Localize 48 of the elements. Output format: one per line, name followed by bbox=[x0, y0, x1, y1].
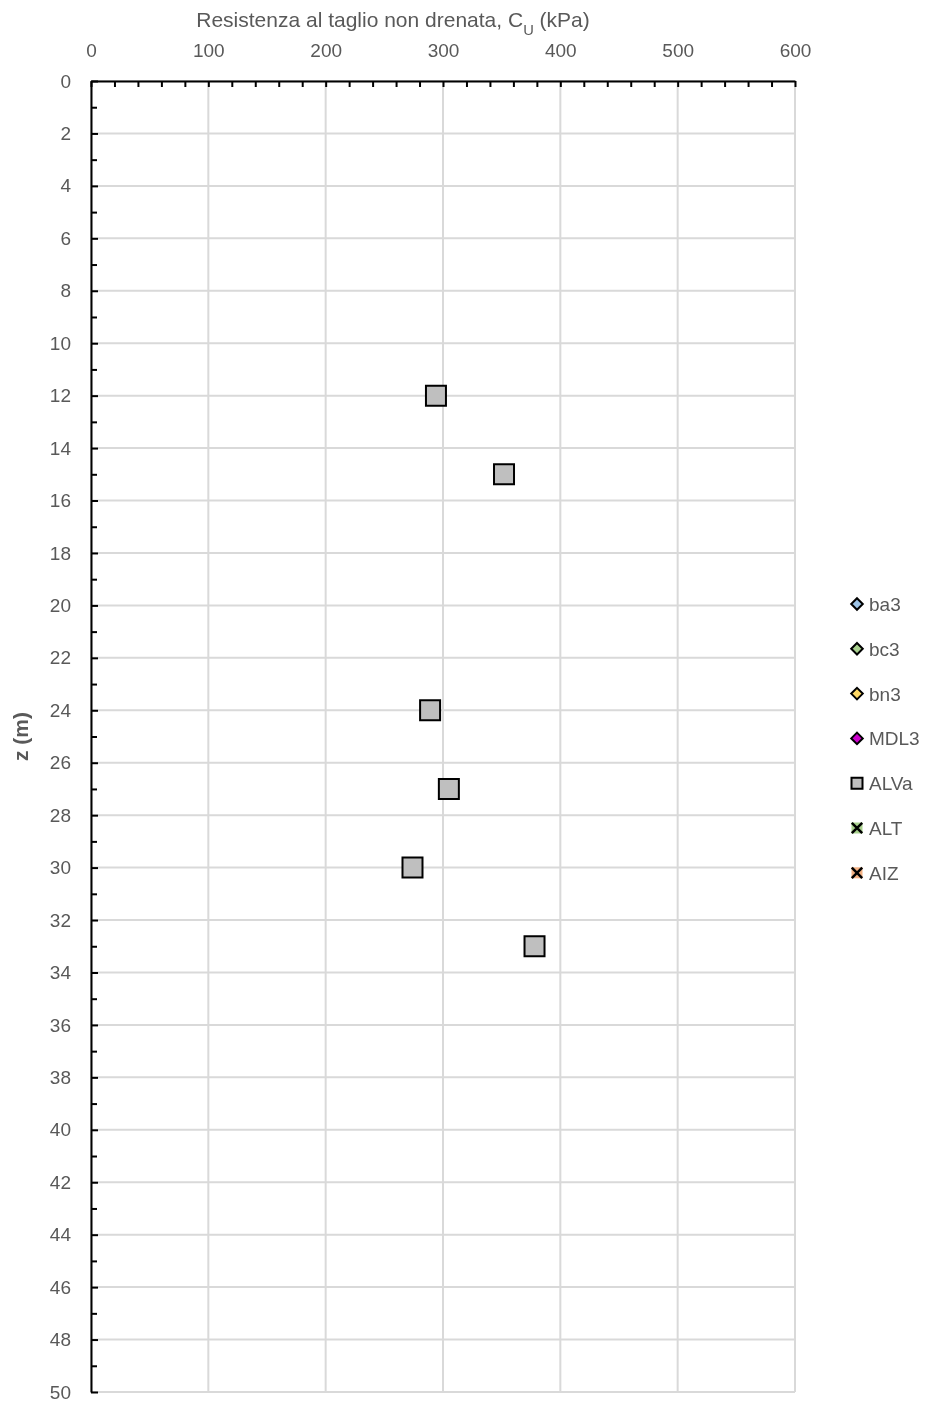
x-tick-label: 400 bbox=[544, 40, 577, 61]
y-tick-label: 0 bbox=[60, 70, 71, 92]
x-tick-label: 100 bbox=[192, 40, 225, 61]
legend-label: bn3 bbox=[869, 683, 901, 705]
y-tick-label: 2 bbox=[60, 123, 71, 145]
y-tick-label: 10 bbox=[49, 332, 71, 354]
y-tick-label: 8 bbox=[60, 280, 71, 302]
y-tick-label: 40 bbox=[49, 1119, 71, 1141]
point bbox=[523, 935, 546, 958]
x-axis-title: Resistenza al taglio non drenata, C$_{U}$ (kPa) bbox=[196, 8, 590, 38]
y-tick-label: 4 bbox=[60, 175, 72, 197]
y-tick-label: 6 bbox=[60, 227, 71, 249]
y-tick-label: 50 bbox=[49, 1381, 71, 1402]
y-tick-label: 46 bbox=[49, 1276, 71, 1298]
legend-label: MDL3 bbox=[869, 728, 920, 750]
point bbox=[493, 463, 516, 486]
y-tick-label: 30 bbox=[49, 857, 71, 879]
y-tick-label: 16 bbox=[49, 490, 71, 512]
y-tick-label: 24 bbox=[49, 699, 72, 721]
y-tick-label: 20 bbox=[49, 594, 71, 616]
point bbox=[419, 699, 442, 722]
legend-label: ALVa bbox=[869, 773, 914, 795]
y-tick-label: 26 bbox=[49, 752, 71, 774]
legend-label: ALT bbox=[869, 818, 903, 839]
y-tick-label: 42 bbox=[49, 1171, 71, 1193]
legend-label: AIZ bbox=[869, 862, 899, 884]
y-tick-label: 36 bbox=[49, 1014, 71, 1036]
y-tick-label: 18 bbox=[49, 542, 71, 564]
x-tick-label: 600 bbox=[779, 40, 812, 61]
y-tick-label: 12 bbox=[49, 385, 71, 407]
point bbox=[401, 856, 424, 879]
y-axis-title: z (m) bbox=[9, 712, 32, 761]
legend-label: bc3 bbox=[869, 638, 900, 660]
y-tick-label: 44 bbox=[49, 1224, 72, 1246]
y-tick-label: 48 bbox=[49, 1329, 71, 1351]
y-tick-label: 38 bbox=[49, 1066, 71, 1088]
x-tick-label: 300 bbox=[427, 40, 460, 61]
y-tick-label: 14 bbox=[49, 437, 72, 459]
y-tick-label: 28 bbox=[49, 804, 71, 826]
x-tick-label: 500 bbox=[662, 40, 695, 61]
point bbox=[437, 777, 460, 800]
y-tick-label: 22 bbox=[49, 647, 71, 669]
y-tick-label: 32 bbox=[49, 909, 71, 931]
x-tick-label: 200 bbox=[310, 40, 343, 61]
y-tick-label: 34 bbox=[49, 962, 72, 984]
x-tick-label: 0 bbox=[86, 40, 97, 61]
point bbox=[424, 384, 447, 407]
legend-label: ba3 bbox=[869, 594, 901, 615]
